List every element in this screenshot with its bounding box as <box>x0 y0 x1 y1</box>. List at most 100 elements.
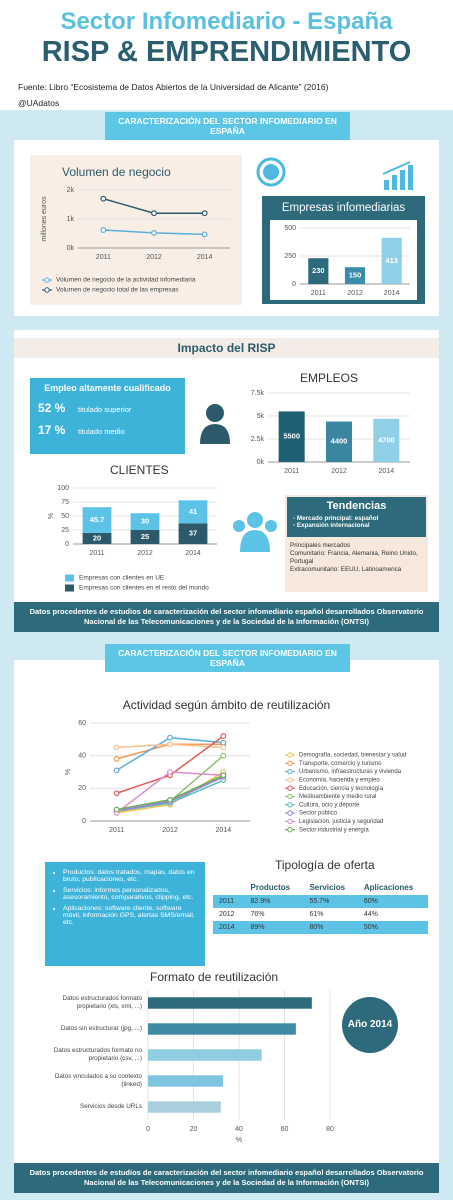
x-tick-label: 40 <box>235 1126 243 1133</box>
data-label: 413 <box>385 256 398 265</box>
legend-label: Sector público <box>299 811 338 817</box>
y-tick-label: 0 <box>82 818 86 825</box>
volume-box <box>30 155 242 305</box>
bar-segment <box>82 507 112 533</box>
stat-label: titulado medio <box>78 427 125 436</box>
offer-item: Productos: datos tratados, mapas, datos … <box>63 869 199 883</box>
corner-cell <box>213 880 245 895</box>
point <box>201 210 208 217</box>
stat-value: 52 % <box>38 401 66 415</box>
point <box>201 231 208 238</box>
point <box>220 752 227 759</box>
data-label: 4400 <box>331 437 348 446</box>
y-tick-label: 50 <box>61 513 69 520</box>
x-tick-label: 2011 <box>284 468 299 475</box>
box-title: Empleo altamente cualificado <box>44 383 171 393</box>
chart: 0 25 50 75 100% 2011 2012 2014 20 25 37 45.7 30 41 Emp… <box>48 485 217 592</box>
y-tick-label: 40 <box>78 753 86 760</box>
legend-marker <box>287 760 293 766</box>
offer-box: Productos: datos tratados, mapas, datos … <box>45 862 205 966</box>
y-tick-label: 75 <box>61 499 69 506</box>
bar <box>148 1049 262 1061</box>
point <box>113 806 120 813</box>
icon-head <box>233 520 245 532</box>
chart-title: Empresas infomediarias <box>281 202 406 214</box>
x-axis-label: % <box>236 1137 242 1144</box>
y-tick-label: 2.5k <box>251 436 265 443</box>
y-tick-label: 0 <box>292 281 296 288</box>
icon-bar <box>408 165 413 190</box>
legend-marker <box>287 802 293 808</box>
legend-label: Cultura, ocio y deporte <box>299 802 360 808</box>
employment-box: Empleo altamente cualificado 52 % titulad… <box>30 378 185 454</box>
legend-marker <box>287 777 293 783</box>
x-tick-label: 2014 <box>379 468 395 475</box>
x-tick-label: 60 <box>281 1126 289 1133</box>
cell: 55.7% <box>309 898 330 905</box>
chart-title: EMPLEOS <box>300 371 359 385</box>
cell: 60% <box>363 898 378 905</box>
row-label: 2011 <box>219 898 235 905</box>
data-label: 45.7 <box>90 515 105 524</box>
bar <box>344 267 366 284</box>
legend-marker <box>65 574 74 582</box>
legend-label: Sector industrial y energía <box>299 827 369 833</box>
trends-title: Tendencias <box>326 500 387 512</box>
point <box>151 230 157 236</box>
legend-label: Empresas con clientes en el resto del mu… <box>79 585 209 592</box>
x-tick-label: 0 <box>146 1126 150 1133</box>
person-icon <box>200 404 230 444</box>
legend-marker <box>287 785 293 791</box>
icon-ring <box>256 157 286 187</box>
legend-marker <box>287 827 293 833</box>
bar <box>325 421 353 462</box>
people-icon <box>233 512 277 552</box>
legend-marker <box>287 818 293 825</box>
table-row: 2012 76% 61% 44% <box>213 908 428 921</box>
bar-segment <box>130 513 160 530</box>
y-tick-label: 2k <box>67 187 75 194</box>
title: Sector Infomediario - España <box>60 8 393 35</box>
chart: 0 20 40 60% 2011 2012 2014 Demografía, sociedad… <box>65 720 407 834</box>
banner: CARACTERIZACIÓN DEL SECTOR INFOMEDIARIO … <box>105 112 350 140</box>
cell: 50% <box>363 924 378 931</box>
point <box>113 744 120 751</box>
legend-label: Transporte, comercio y turismo <box>299 761 382 767</box>
y-axis-label: % <box>65 769 72 775</box>
bar <box>148 997 312 1009</box>
table-row: 2011 82.9% 55.7% 60% <box>213 895 428 908</box>
point <box>220 744 227 751</box>
y-tick-label: 0 <box>65 541 69 548</box>
point <box>100 227 107 233</box>
point <box>167 741 173 748</box>
icon-bar <box>392 175 397 190</box>
column-header: Aplicaciones <box>363 883 414 892</box>
data-label: 4700 <box>378 435 395 444</box>
x-tick-label: 2011 <box>96 254 111 261</box>
footer: Datos procedentes de estudios de caracte… <box>14 602 439 632</box>
bar-segment <box>82 532 112 544</box>
section-title: Impacto del RISP <box>14 338 439 358</box>
x-tick-label: 2014 <box>185 550 201 557</box>
point <box>151 210 157 217</box>
y-tick-label: Datos vinculados a su contexto (linked) <box>54 1073 142 1088</box>
icon-arrow <box>382 161 411 175</box>
legend-marker <box>287 810 293 816</box>
bar <box>381 237 402 284</box>
trends-head: Tendencias - Mercado principal: español … <box>287 497 426 537</box>
x-tick-label: 20 <box>190 1126 198 1133</box>
data-label: 37 <box>189 529 197 538</box>
point <box>220 772 227 779</box>
legend-label: Empresas con clientes en UE <box>79 575 165 582</box>
markets: Principales mercados Comunitario: Franci… <box>290 542 425 574</box>
offer-list: Productos: datos tratados, mapas, datos … <box>51 869 199 926</box>
y-tick-label: 0k <box>257 459 265 466</box>
column-header: Servicios <box>309 883 346 892</box>
y-tick-label: 5k <box>257 413 265 420</box>
header-bg <box>0 0 453 110</box>
legend-label: Legislación, justicia y seguridad <box>299 819 383 825</box>
point <box>220 739 227 746</box>
table-row: 2014 89% 80% 50% <box>213 921 428 934</box>
legend-marker <box>44 287 50 293</box>
